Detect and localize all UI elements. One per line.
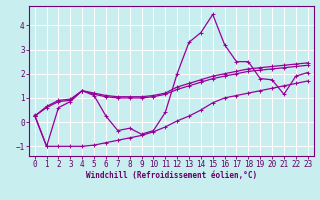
- X-axis label: Windchill (Refroidissement éolien,°C): Windchill (Refroidissement éolien,°C): [86, 171, 257, 180]
